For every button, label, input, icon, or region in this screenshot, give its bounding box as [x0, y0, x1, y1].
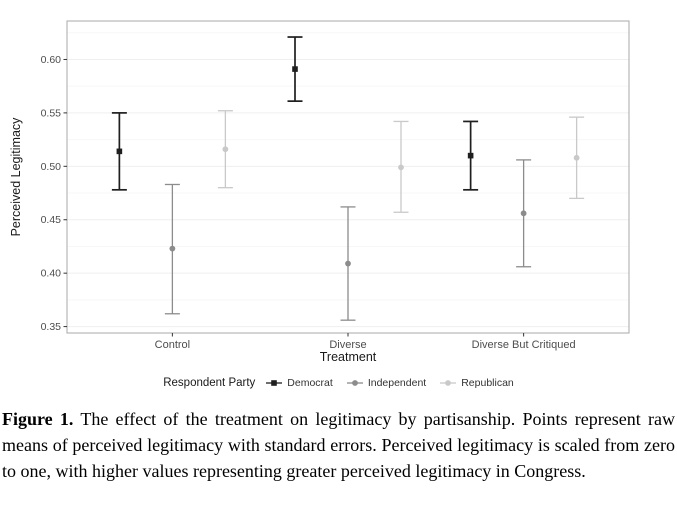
legend-key-independent-icon: [346, 380, 363, 386]
x-axis-tick-label: Diverse But Critiqued: [472, 339, 576, 351]
point-republican-diverse-but-critiqued: [573, 154, 580, 161]
legend-key-point: [271, 380, 278, 386]
legend-entries: Democrat Independent Republican: [265, 377, 514, 389]
y-axis-tick-label: 0.50: [41, 161, 62, 173]
x-axis-tick-label: Control: [155, 339, 190, 351]
legend-key-point: [351, 380, 358, 386]
x-axis-tick-label: Diverse: [329, 339, 366, 351]
point-independent-diverse-but-critiqued: [520, 210, 527, 217]
legitimacy-pointrange-chart: 0.35 0.40 0.45 0.50 0.55 0.60 Control Diverse Di…: [0, 20, 677, 389]
point-independent-diverse: [345, 260, 351, 267]
legend-key-democrat-icon: [266, 380, 283, 386]
y-axis-tick-label: 0.45: [41, 214, 62, 226]
legend-key-point: [445, 380, 452, 386]
y-axis-title: Perceived Legitimacy: [9, 117, 23, 237]
y-axis-tick-label: 0.60: [41, 54, 62, 66]
legend-label-democrat: Democrat: [287, 377, 333, 389]
figure-caption-label: Figure 1.: [2, 409, 74, 429]
point-republican-control: [222, 146, 229, 153]
point-independent-control: [169, 245, 176, 252]
legend-key-republican-icon: [440, 380, 457, 386]
point-democrat-diverse: [292, 66, 298, 72]
point-republican-diverse: [398, 164, 404, 171]
y-axis-tick-label: 0.55: [41, 107, 62, 119]
legend: Respondent Party Democrat Independent Repu…: [0, 377, 677, 389]
point-democrat-diverse-but-critiqued: [467, 152, 474, 159]
point-democrat-control: [116, 148, 123, 155]
legend-entry-democrat: Democrat: [265, 377, 333, 389]
legend-entry-independent: Independent: [346, 377, 426, 389]
y-axis-tick-label: 0.35: [41, 321, 62, 333]
legend-label-independent: Independent: [367, 377, 427, 389]
x-axis-title: Treatment: [319, 350, 377, 364]
y-axis-tick-label: 0.40: [41, 268, 62, 280]
legend-entry-republican: Republican: [439, 377, 514, 389]
figure-caption: Figure 1. The effect of the treatment on…: [2, 406, 675, 484]
plot-canvas: 0.35 0.40 0.45 0.50 0.55 0.60 Control Diverse Di…: [41, 20, 630, 351]
figure-caption-text: The effect of the treatment on legitimac…: [2, 409, 675, 481]
legend-label-republican: Republican: [461, 377, 514, 389]
legend-title: Respondent Party: [163, 377, 256, 389]
